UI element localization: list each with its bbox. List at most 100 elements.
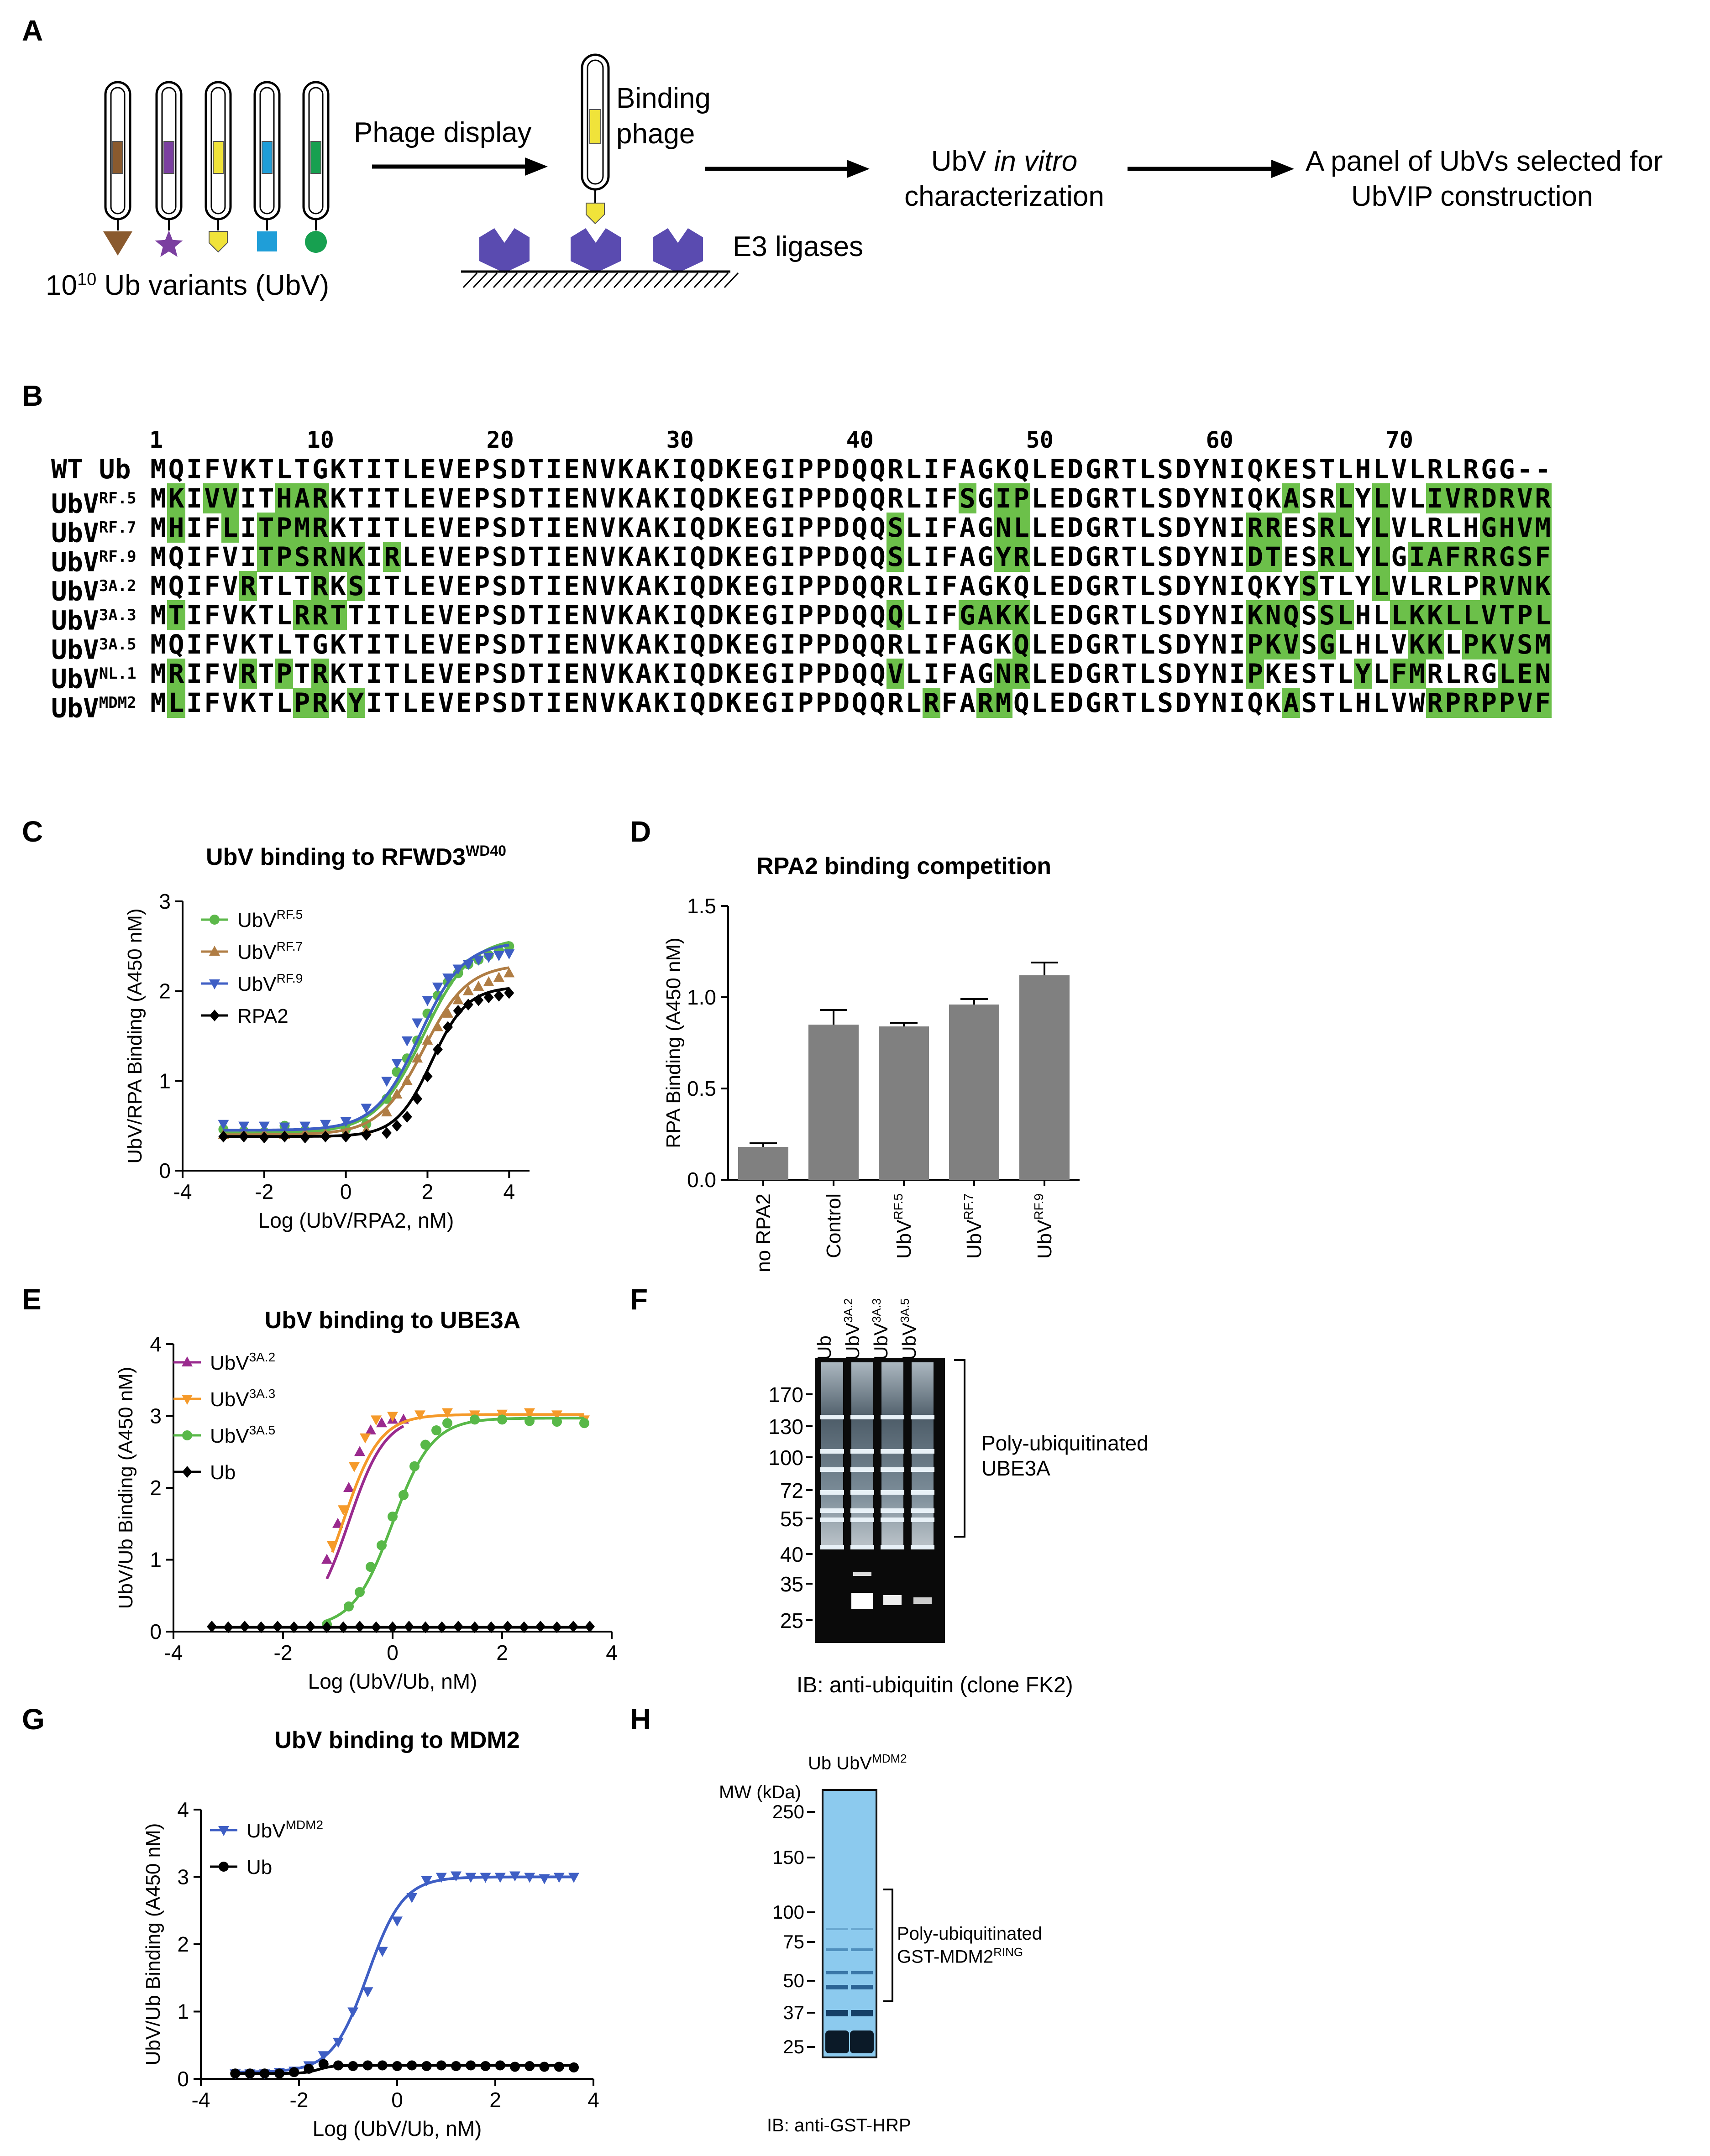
data-point [480, 2061, 491, 2071]
alignment-row-name: UbV3A.2 [51, 576, 136, 607]
data-point [436, 2060, 446, 2071]
data-point [462, 985, 474, 995]
chart-c-rfwd3-binding: UbV binding to RFWD3WD40 0 1 2 3 -4 -2 0 2 4 Log (… [124, 843, 530, 1232]
legend-label: UbV3A.5 [210, 1423, 275, 1447]
y-tick-label: 1 [177, 2000, 189, 2024]
category-label: UbVRF.9 [1032, 1193, 1056, 1259]
data-point [432, 982, 443, 993]
data-point [568, 1873, 579, 1883]
phage-2 [155, 81, 183, 257]
legend-marker [182, 1356, 193, 1366]
data-point [437, 1621, 447, 1633]
chart-d-rpa2-competition: RPA2 binding competition 0.0 0.5 1.0 1.5RPA … [662, 853, 1080, 1272]
data-point [376, 1417, 387, 1428]
phage-display-label: Phage display [354, 117, 532, 148]
blot-h-marker-label: 75 [783, 1931, 804, 1952]
data-point [552, 1621, 562, 1633]
blot-f-lane [911, 1362, 934, 1604]
bar [808, 1025, 859, 1180]
series-ubv3a-3 [327, 1408, 590, 1553]
binding-phage-tip [586, 203, 605, 225]
x-tick-label: 2 [489, 2088, 501, 2112]
blot-h-marker-label: 37 [783, 2002, 804, 2023]
data-point [407, 2060, 417, 2071]
data-point [473, 980, 484, 991]
alignment-row-sequence: MHIFLITPMRKTITLEVEPSDTIENVKAKIQDKEGIPPDQ… [149, 513, 1552, 543]
data-point [240, 1620, 250, 1633]
data-point [341, 1130, 351, 1143]
data-point [382, 1127, 392, 1139]
data-point [223, 1621, 233, 1633]
phage-insert-1 [112, 141, 123, 174]
legend-marker [182, 1430, 192, 1440]
data-point [388, 1512, 398, 1522]
data-point [466, 2060, 476, 2071]
series-ubvrf-9 [218, 943, 515, 1133]
legend-label: UbVRF.9 [237, 971, 303, 995]
e3-ligase-group [479, 228, 703, 273]
data-point [493, 989, 504, 1002]
y-tick-label: 4 [150, 1332, 162, 1356]
data-point [279, 1122, 290, 1133]
data-point [392, 2061, 402, 2071]
data-point [320, 1120, 331, 1130]
data-point [431, 1425, 441, 1435]
data-point [355, 1620, 365, 1633]
data-point [279, 1130, 290, 1143]
panel-label-e: E [22, 1283, 42, 1316]
y-tick-label: 0 [150, 1620, 162, 1643]
data-point [327, 1541, 338, 1551]
data-point [401, 1036, 413, 1047]
data-point [412, 1052, 423, 1063]
residue-number-30: 30 [666, 427, 694, 453]
alignment-row-name: UbVRF.5 [51, 488, 136, 519]
data-point [259, 1131, 269, 1144]
blot-f-lane-labels: Ub UbV3A.2 UbV3A.3 UbV3A.5 [813, 1273, 936, 1360]
blot-f-lane [850, 1362, 874, 1609]
y-tick-label: 4 [177, 1798, 189, 1821]
data-point [453, 1005, 463, 1017]
y-axis-label: RPA Binding (A450 nM) [662, 937, 685, 1148]
data-point [381, 1106, 393, 1117]
phage-insert-3 [213, 141, 224, 174]
data-point [274, 2068, 284, 2079]
category-label: UbVRF.5 [891, 1193, 915, 1259]
blot-h-markers: 250 150 100 75 50 37 25 [730, 1789, 817, 2058]
data-point [322, 1621, 332, 1633]
blot-f-markers: 170 130 100 72 55 40 35 25 [730, 1358, 813, 1643]
data-point [340, 1117, 351, 1127]
characterization-label: characterization [904, 181, 1104, 212]
data-point [366, 1562, 376, 1572]
data-point [412, 1018, 423, 1029]
y-tick-label: 3 [159, 890, 171, 913]
x-tick-label: 4 [606, 1641, 618, 1664]
data-point [510, 2062, 520, 2072]
alignment-row-name: WT Ub [51, 454, 131, 485]
legend-label: UbVMDM2 [247, 1818, 323, 1842]
data-point [406, 1893, 418, 1903]
data-point [568, 1620, 578, 1633]
data-point [486, 1621, 496, 1633]
binding-phage-insert [589, 109, 601, 144]
data-point [473, 994, 484, 1006]
data-point [333, 2060, 343, 2071]
data-point [218, 1130, 229, 1143]
blot-f-marker-label: 25 [780, 1609, 803, 1633]
alignment-row-sequence: MTIFVKTLRRTTITLEVEPSDTIENVKAKIQDKEGIPPDQ… [149, 600, 1552, 630]
legend-marker [209, 946, 220, 956]
data-point [569, 2062, 579, 2072]
phage-tip-1 [103, 231, 132, 256]
data-point [381, 1077, 393, 1087]
blot-h-image [822, 1789, 877, 2058]
data-point [524, 1408, 535, 1418]
panel-label-g: G [22, 1703, 45, 1736]
data-point [585, 1620, 595, 1633]
legend-label: UbV3A.3 [210, 1387, 275, 1411]
blot-f-bracket-label-2: UBE3A [981, 1456, 1050, 1480]
data-point [473, 955, 484, 966]
fit-curve [326, 1417, 584, 1622]
data-point [497, 1414, 507, 1425]
legend-label: RPA2 [237, 1005, 288, 1027]
e3-ligase-3 [653, 228, 703, 273]
legend-label: UbV3A.2 [210, 1350, 275, 1374]
